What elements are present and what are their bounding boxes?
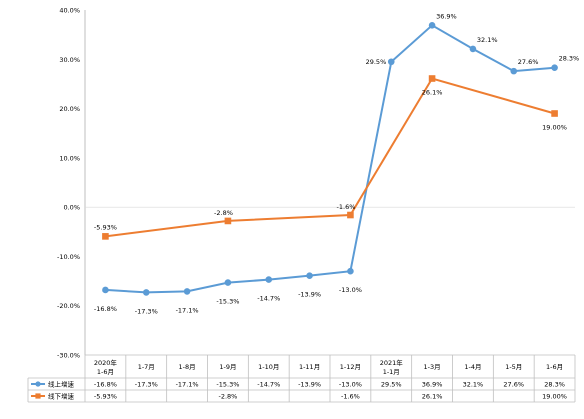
series-2-point (551, 110, 558, 117)
legend-marker-1 (35, 381, 41, 387)
series-2-data-label: -1.6% (337, 203, 356, 211)
category-label: 1-4月 (464, 363, 481, 371)
series-2-point (224, 217, 232, 225)
series-1-point (428, 21, 436, 29)
table-cell-value: 32.1% (463, 381, 484, 389)
table-cell-value: -13.0% (339, 381, 362, 389)
y-tick-label: -10.0% (57, 253, 80, 261)
table-cell-value: -15.3% (216, 381, 239, 389)
series-2-data-label: -5.93% (94, 223, 117, 231)
category-label: 1-12月 (340, 363, 361, 371)
series-1-point (306, 272, 313, 279)
category-label: 1-10月 (258, 363, 279, 371)
table-cell-value: -2.8% (218, 393, 237, 401)
table-cell-value: 26.1% (422, 393, 443, 401)
series-line-2 (105, 77, 555, 238)
series-2-point (347, 211, 354, 219)
y-tick-label: -20.0% (57, 302, 80, 310)
category-label: 1-1月 (383, 368, 400, 376)
series-1-data-label: -16.8% (94, 305, 117, 313)
legend-marker-2 (35, 393, 41, 399)
series-1-point (469, 45, 477, 53)
series-1-data-label: 32.1% (477, 36, 498, 44)
series-2-point (428, 75, 436, 82)
table-cell-value: 29.5% (381, 381, 402, 389)
series-2-data-label: 26.1% (422, 89, 443, 97)
series-1-data-label: -17.1% (176, 306, 199, 314)
series-1-data-label: -15.3% (216, 298, 239, 306)
series-1-point (387, 58, 395, 66)
category-label: 2021年 (380, 358, 404, 367)
series-line-1 (105, 24, 555, 294)
category-label: 1-6月 (546, 363, 563, 371)
series-1-data-label: 28.3% (559, 55, 580, 63)
series-1-data-label: -14.7% (257, 295, 280, 303)
series-1-point (510, 67, 518, 75)
table-cell-value: 19.00% (542, 393, 567, 401)
y-tick-label: 40.0% (59, 7, 80, 15)
y-tick-label: 0.0% (63, 204, 80, 212)
series-1-data-label: -13.0% (339, 286, 362, 294)
table-cell-value: -17.3% (135, 381, 158, 389)
series-1-point (102, 286, 109, 294)
category-label: 1-8月 (179, 363, 196, 371)
series-1-data-label: -17.3% (135, 307, 158, 315)
category-label: 1-3月 (424, 363, 441, 371)
series-2-data-label: 19.00% (542, 124, 567, 132)
y-tick-label: -30.0% (57, 352, 80, 360)
series-1-point (142, 289, 150, 296)
table-cell-value: 28.3% (544, 381, 565, 389)
y-tick-label: 10.0% (59, 154, 80, 162)
table-cell-value: -16.8% (94, 381, 117, 389)
series-1-point (183, 288, 191, 295)
series-1-data-label: 27.6% (518, 58, 539, 66)
series-1-data-label: -13.9% (298, 291, 321, 299)
series-2-data-label: -2.8% (214, 209, 233, 217)
table-cell-value: -17.1% (176, 381, 199, 389)
category-label: 1-6月 (97, 368, 114, 376)
series-1-data-label: 29.5% (366, 58, 387, 66)
series-2-point (102, 233, 109, 240)
table-cell-value: 36.9% (422, 381, 443, 389)
series-1-point (265, 276, 273, 283)
table-cell-value: -13.9% (298, 381, 321, 389)
y-tick-label: 20.0% (59, 105, 80, 113)
series-1-point (347, 267, 354, 275)
legend-label-2: 线下增速 (48, 392, 75, 401)
category-label: 1-5月 (505, 363, 522, 371)
table-cell-value: -1.6% (341, 393, 360, 401)
series-1-point (551, 64, 558, 71)
table-cell-value: -14.7% (257, 381, 280, 389)
y-tick-label: 30.0% (59, 56, 80, 64)
category-label: 1-9月 (219, 363, 236, 371)
category-label: 2020年 (94, 358, 118, 367)
category-label: 1-11月 (299, 363, 320, 371)
legend-label-1: 线上增速 (48, 380, 75, 389)
series-1-data-label: 36.9% (436, 12, 457, 20)
table-cell-value: -5.93% (94, 393, 117, 401)
table-cell-value: 27.6% (503, 381, 524, 389)
category-label: 1-7月 (138, 363, 155, 371)
series-1-point (224, 279, 232, 286)
